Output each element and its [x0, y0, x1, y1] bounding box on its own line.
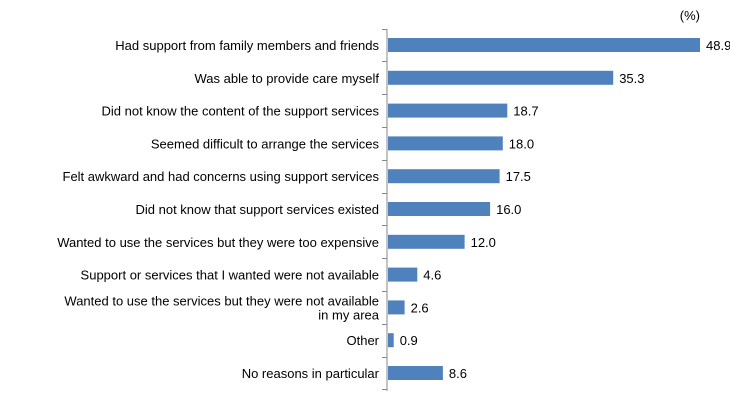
category-label-line: Other [346, 333, 379, 348]
value-label: 17.5 [506, 169, 531, 184]
category-label: No reasons in particular [242, 366, 380, 381]
category-label-line: Wanted to use the services but they were… [64, 293, 379, 308]
bar [388, 136, 503, 151]
category-label-line: in my area [318, 307, 379, 322]
value-label: 18.7 [513, 104, 538, 119]
category-label: Wanted to use the services but they were… [57, 235, 379, 250]
category-label: Wanted to use the services but they were… [64, 293, 379, 322]
value-label: 48.9 [706, 38, 730, 53]
category-label-line: Support or services that I wanted were n… [81, 268, 379, 283]
bars-group [388, 38, 700, 380]
value-label: 4.6 [423, 268, 441, 283]
value-label: 16.0 [496, 202, 521, 217]
value-label: 18.0 [509, 136, 534, 151]
value-label: 35.3 [619, 71, 644, 86]
bar [388, 202, 491, 216]
category-label-line: No reasons in particular [242, 366, 380, 381]
category-label: Had support from family members and frie… [115, 38, 379, 53]
value-label: 0.9 [400, 333, 418, 348]
value-label: 8.6 [449, 366, 467, 381]
category-label: Did not know that support services exist… [135, 202, 379, 217]
bar [388, 103, 508, 118]
bar [388, 333, 394, 348]
category-label-line: Wanted to use the services but they were… [57, 235, 379, 250]
bar [388, 234, 465, 249]
category-label: Felt awkward and had concerns using supp… [63, 169, 380, 184]
category-label: Did not know the content of the support … [102, 104, 380, 119]
bar [388, 300, 405, 315]
category-label: Support or services that I wanted were n… [81, 268, 379, 283]
value-label: 2.6 [411, 300, 429, 315]
category-label-line: Felt awkward and had concerns using supp… [63, 169, 380, 184]
bar [388, 169, 500, 184]
category-label-line: Did not know the content of the support … [102, 104, 380, 119]
axis-group [382, 29, 388, 391]
category-label: Other [346, 333, 379, 348]
value-labels: 48.9 35.3 18.7 18.0 17.5 16.0 12.0 4.6 2.6 0.9 8.6 [400, 38, 730, 381]
category-label-line: Did not know that support services exist… [135, 202, 379, 217]
category-label-line: Had support from family members and frie… [115, 38, 379, 53]
category-labels: Had support from family members and frie… [57, 38, 380, 381]
bar [388, 267, 418, 282]
category-label: Was able to provide care myself [195, 71, 380, 86]
bar [388, 366, 443, 380]
category-label: Seemed difficult to arrange the services [151, 136, 380, 151]
category-label-line: Was able to provide care myself [195, 71, 380, 86]
bar [388, 38, 700, 52]
value-label: 12.0 [471, 235, 496, 250]
unit-label: (%) [680, 8, 700, 23]
bar [388, 70, 614, 85]
category-label-line: Seemed difficult to arrange the services [151, 136, 380, 151]
